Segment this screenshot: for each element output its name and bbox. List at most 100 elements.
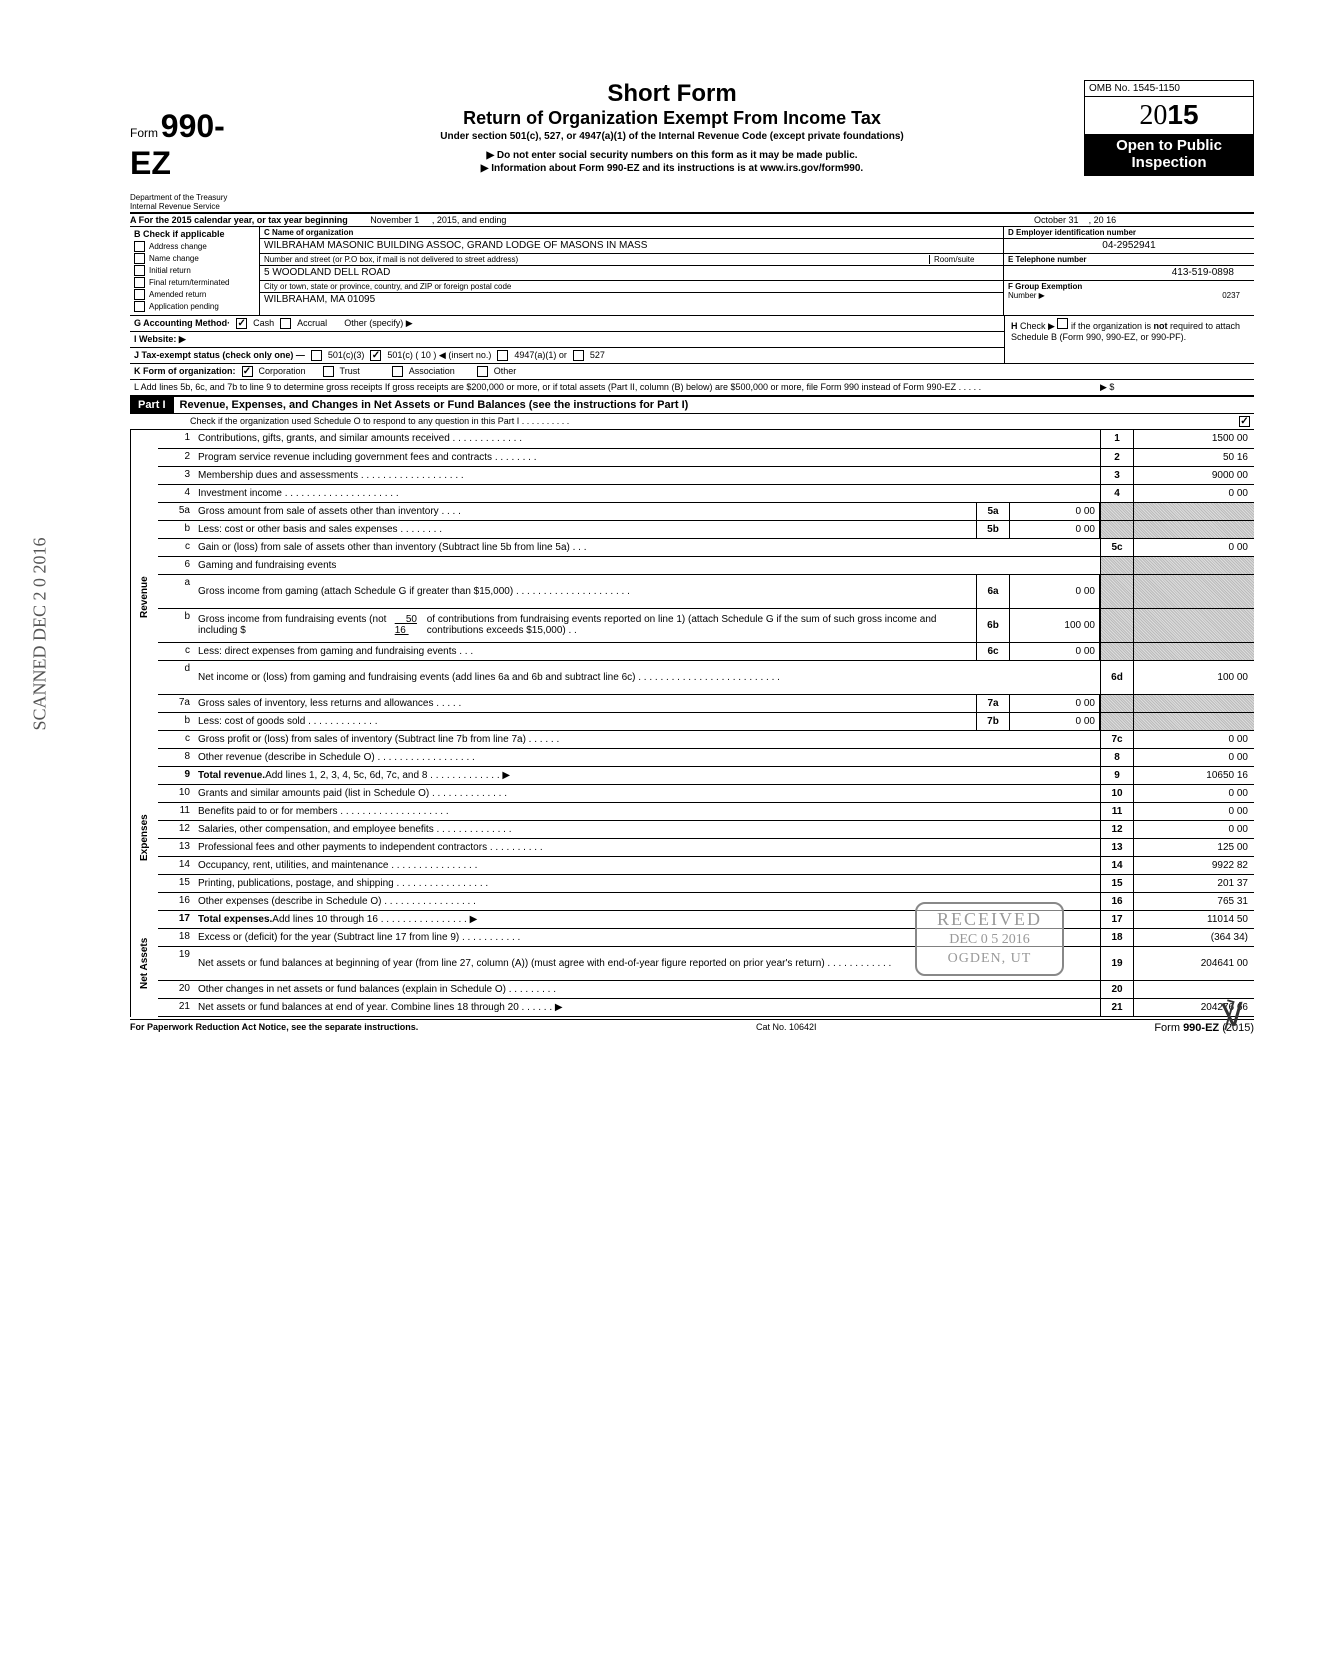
row-number: 10 — [158, 785, 196, 802]
right-num: 11 — [1100, 803, 1134, 820]
j-501c: 501(c) ( 10 ) ◀ (insert no.) — [387, 350, 491, 361]
table-row: 7aGross sales of inventory, less returns… — [158, 694, 1254, 712]
instruction-1: ▶ Do not enter social security numbers o… — [272, 150, 1072, 161]
i-label: I Website: ▶ — [134, 334, 186, 345]
cb-527[interactable] — [573, 350, 584, 361]
part-1-label: Part I — [130, 397, 174, 413]
tax-year-begin: November 1 — [370, 215, 419, 225]
row-number: c — [158, 731, 196, 748]
right-val: 0 00 — [1134, 821, 1254, 838]
cb-trust[interactable] — [323, 366, 334, 377]
cb-accrual[interactable] — [280, 318, 291, 329]
row-number: 21 — [158, 999, 196, 1016]
row-number: 5a — [158, 503, 196, 520]
h-text: H Check ▶ if the organization is not req… — [1011, 321, 1240, 342]
cb-cash[interactable] — [236, 318, 247, 329]
right-num: 17 — [1100, 911, 1134, 928]
c-city-label: City or town, state or province, country… — [260, 281, 1003, 293]
org-street: 5 WOODLAND DELL ROAD — [260, 266, 1003, 281]
row-text: Membership dues and assessments . . . . … — [196, 467, 1100, 484]
row-text: Printing, publications, postage, and shi… — [196, 875, 1100, 892]
year-prefix: 20 — [1139, 100, 1167, 131]
row-number: 2 — [158, 449, 196, 466]
cb-501c3[interactable] — [311, 350, 322, 361]
cb-4947[interactable] — [497, 350, 508, 361]
footer-left: For Paperwork Reduction Act Notice, see … — [130, 1022, 418, 1034]
row-number: 7a — [158, 695, 196, 712]
mid-num: 5b — [976, 521, 1010, 538]
year-bold: 15 — [1167, 99, 1198, 130]
form-number: 990-EZ — [130, 108, 225, 181]
table-row: 10Grants and similar amounts paid (list … — [158, 784, 1254, 802]
right-num: 16 — [1100, 893, 1134, 910]
row-text: Total expenses. Add lines 10 through 16 … — [196, 911, 1100, 928]
table-row: 2Program service revenue including gover… — [158, 448, 1254, 466]
b-item-4: Amended return — [149, 290, 206, 299]
omb-number: OMB No. 1545-1150 — [1085, 81, 1253, 97]
row-text: Gross profit or (loss) from sales of inv… — [196, 731, 1100, 748]
org-city: WILBRAHAM, MA 01095 — [260, 293, 1003, 307]
cb-corporation[interactable] — [242, 366, 253, 377]
cb-association[interactable] — [392, 366, 403, 377]
right-val: 0 00 — [1134, 731, 1254, 748]
b-header: B Check if applicable — [134, 229, 255, 239]
right-val: 0 00 — [1134, 539, 1254, 556]
row-text: Net assets or fund balances at beginning… — [196, 947, 1100, 980]
table-row: 12Salaries, other compensation, and empl… — [158, 820, 1254, 838]
mid-num: 6a — [976, 575, 1010, 608]
g-other: Other (specify) ▶ — [344, 318, 412, 329]
cb-other-org[interactable] — [477, 366, 488, 377]
right-val: 0 00 — [1134, 803, 1254, 820]
table-row: 3Membership dues and assessments . . . .… — [158, 466, 1254, 484]
row-number: 11 — [158, 803, 196, 820]
right-val-shaded — [1134, 713, 1254, 730]
mid-num: 5a — [976, 503, 1010, 520]
right-num: 6d — [1100, 661, 1134, 694]
cb-schedule-b[interactable] — [1057, 318, 1068, 329]
row-number: c — [158, 643, 196, 660]
g-label: G Accounting Method· — [134, 318, 230, 328]
b-item-2: Initial return — [149, 266, 191, 275]
row-text: Investment income . . . . . . . . . . . … — [196, 485, 1100, 502]
right-val-shaded — [1134, 521, 1254, 538]
cb-amended[interactable] — [134, 289, 145, 300]
column-b: B Check if applicable Address change Nam… — [130, 227, 260, 315]
row-text: Net assets or fund balances at end of ye… — [196, 999, 1100, 1016]
cb-initial-return[interactable] — [134, 265, 145, 276]
row-number: 13 — [158, 839, 196, 856]
part-1-table: 1Contributions, gifts, grants, and simil… — [158, 430, 1254, 1017]
row-text: Other revenue (describe in Schedule O) .… — [196, 749, 1100, 766]
cb-501c[interactable] — [370, 350, 381, 361]
j-501c3: 501(c)(3) — [328, 350, 365, 360]
right-val: 125 00 — [1134, 839, 1254, 856]
right-val: 11014 50 — [1134, 911, 1254, 928]
f-label-2: Number ▶ — [1008, 291, 1045, 300]
ein-value: 04-2952941 — [1004, 239, 1254, 254]
j-4947: 4947(a)(1) or — [514, 350, 567, 360]
row-g: G Accounting Method· Cash Accrual Other … — [130, 316, 1004, 332]
cb-final-return[interactable] — [134, 277, 145, 288]
row-text: Net income or (loss) from gaming and fun… — [196, 661, 1100, 694]
cb-address-change[interactable] — [134, 241, 145, 252]
right-num: 15 — [1100, 875, 1134, 892]
right-num: 21 — [1100, 999, 1134, 1016]
row-text: Program service revenue including govern… — [196, 449, 1100, 466]
right-val-shaded — [1134, 609, 1254, 642]
right-num: 10 — [1100, 785, 1134, 802]
cb-schedule-o[interactable] — [1239, 416, 1250, 427]
mid-val: 0 00 — [1010, 575, 1100, 608]
row-text: Other expenses (describe in Schedule O) … — [196, 893, 1100, 910]
title-return: Return of Organization Exempt From Incom… — [272, 108, 1072, 129]
row-number: 1 — [158, 430, 196, 448]
table-row: cLess: direct expenses from gaming and f… — [158, 642, 1254, 660]
cb-pending[interactable] — [134, 301, 145, 312]
row-text: Benefits paid to or for members . . . . … — [196, 803, 1100, 820]
row-text: Gross income from gaming (attach Schedul… — [196, 575, 976, 608]
cb-name-change[interactable] — [134, 253, 145, 264]
side-revenue: Revenue — [130, 430, 158, 765]
right-num: 9 — [1100, 767, 1134, 784]
c-street-label: Number and street (or P.O box, if mail i… — [264, 255, 929, 264]
right-header-box: OMB No. 1545-1150 2015 Open to Public In… — [1084, 80, 1254, 176]
row-number: c — [158, 539, 196, 556]
form-header: Form 990-EZ Department of the Treasury I… — [130, 80, 1254, 212]
